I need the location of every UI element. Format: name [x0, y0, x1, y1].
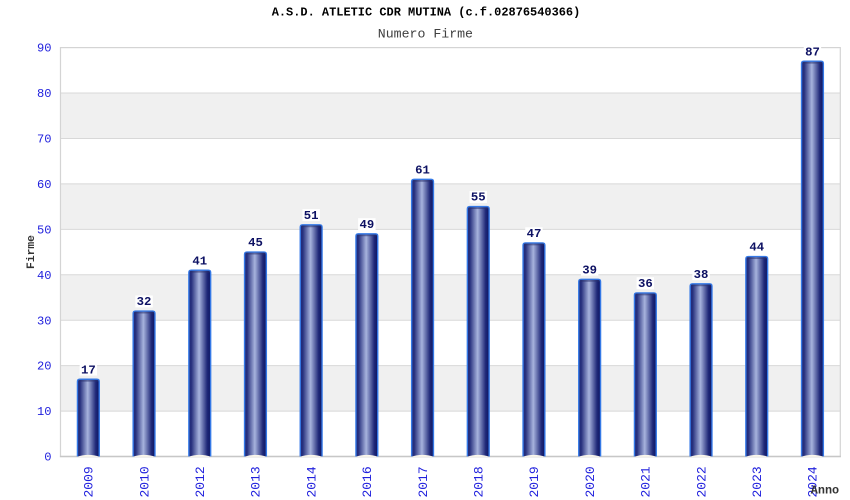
svg-text:51: 51: [304, 209, 319, 223]
svg-text:2016: 2016: [360, 466, 375, 497]
svg-text:40: 40: [37, 269, 52, 283]
svg-text:2014: 2014: [304, 466, 319, 497]
svg-text:Anno: Anno: [811, 483, 839, 497]
svg-text:2017: 2017: [416, 466, 431, 497]
svg-text:80: 80: [37, 87, 52, 101]
svg-text:2010: 2010: [137, 466, 152, 497]
svg-text:Firme: Firme: [26, 235, 38, 269]
svg-text:90: 90: [37, 42, 52, 56]
svg-text:2020: 2020: [583, 466, 598, 497]
svg-text:2009: 2009: [82, 466, 97, 497]
svg-text:10: 10: [37, 405, 52, 419]
svg-text:61: 61: [415, 163, 430, 177]
svg-text:55: 55: [471, 191, 486, 205]
svg-text:2012: 2012: [193, 466, 208, 497]
svg-text:32: 32: [137, 295, 152, 309]
svg-text:47: 47: [527, 227, 542, 241]
svg-text:87: 87: [805, 45, 820, 59]
svg-text:2021: 2021: [639, 466, 654, 497]
svg-text:38: 38: [694, 268, 709, 282]
svg-text:2023: 2023: [750, 466, 765, 497]
svg-text:45: 45: [248, 236, 263, 250]
svg-text:2018: 2018: [471, 466, 486, 497]
svg-text:41: 41: [192, 254, 207, 268]
svg-text:70: 70: [37, 133, 52, 147]
svg-text:2019: 2019: [527, 466, 542, 497]
svg-text:20: 20: [37, 360, 52, 374]
svg-text:60: 60: [37, 178, 52, 192]
svg-text:44: 44: [749, 241, 764, 255]
svg-text:2024: 2024: [806, 466, 821, 497]
svg-text:30: 30: [37, 314, 52, 328]
svg-text:50: 50: [37, 223, 52, 237]
svg-text:0: 0: [44, 451, 51, 465]
svg-text:39: 39: [582, 263, 597, 277]
svg-text:49: 49: [359, 218, 374, 232]
svg-text:2013: 2013: [249, 466, 264, 497]
svg-text:36: 36: [638, 277, 653, 291]
svg-text:2022: 2022: [694, 466, 709, 497]
svg-text:17: 17: [81, 363, 96, 377]
svg-text:Numero Firme: Numero Firme: [378, 27, 473, 42]
svg-text:A.S.D. ATLETIC CDR MUTINA (c.f: A.S.D. ATLETIC CDR MUTINA (c.f.028765403…: [272, 5, 581, 19]
